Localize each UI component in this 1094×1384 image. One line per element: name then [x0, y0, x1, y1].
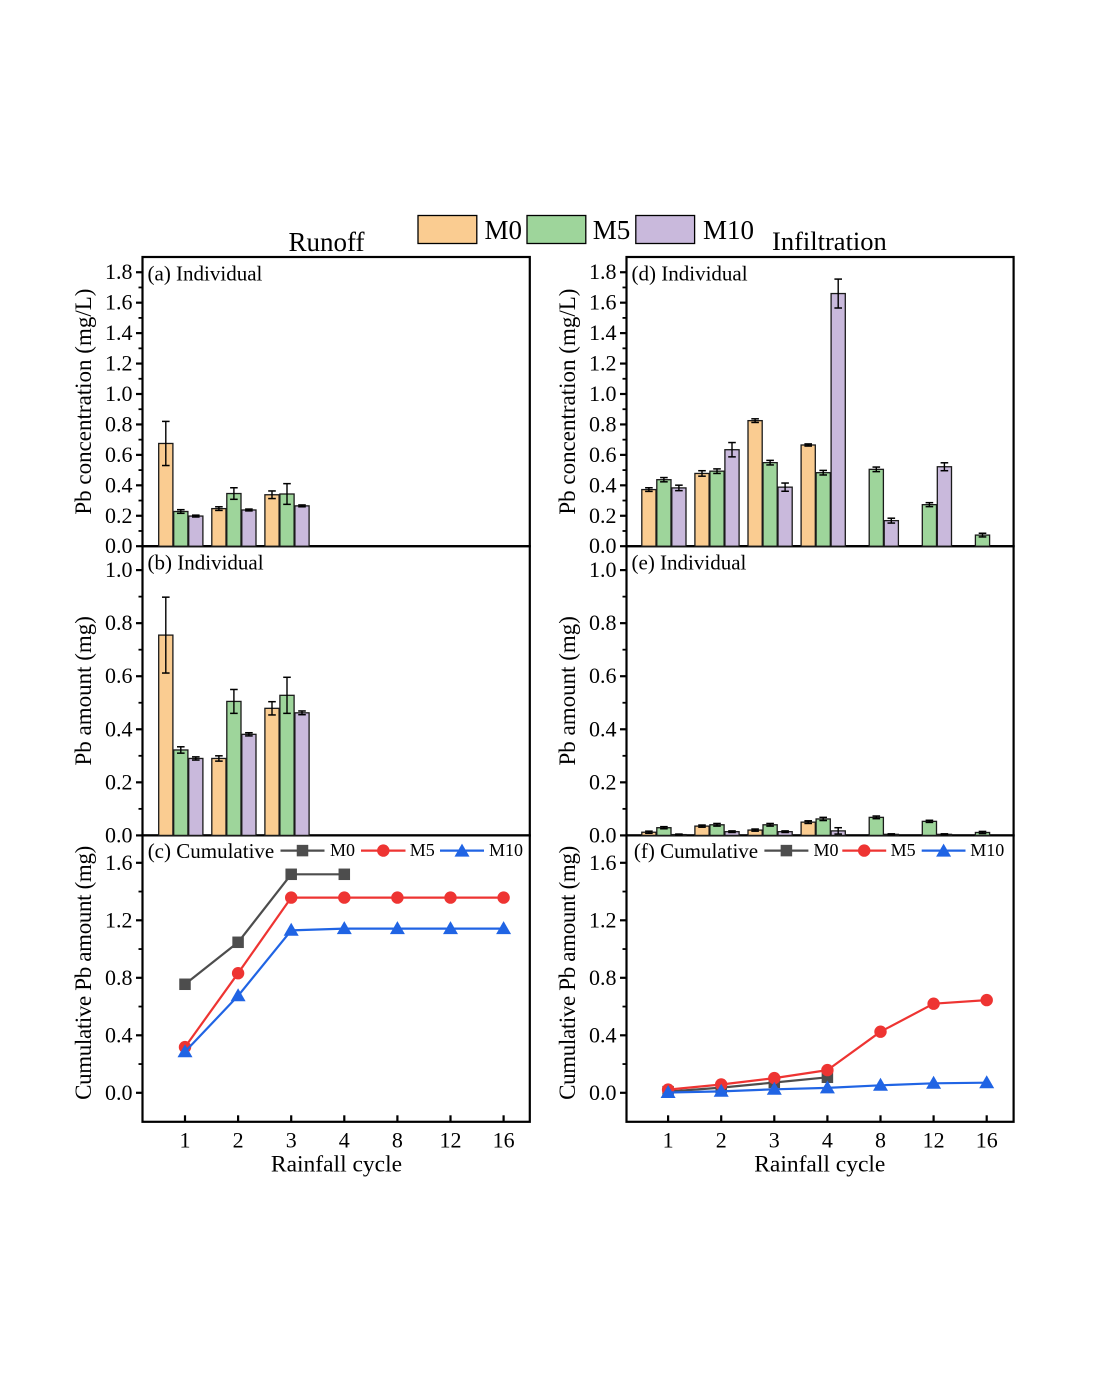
- svg-text:0.0: 0.0: [589, 822, 617, 847]
- svg-text:3: 3: [286, 1128, 297, 1153]
- svg-text:1.2: 1.2: [105, 907, 133, 932]
- svg-text:1.6: 1.6: [105, 850, 133, 875]
- svg-text:1.0: 1.0: [105, 557, 133, 582]
- svg-text:0.0: 0.0: [105, 533, 133, 558]
- svg-text:0.8: 0.8: [589, 610, 617, 635]
- svg-text:0.4: 0.4: [105, 716, 133, 741]
- svg-text:0.6: 0.6: [105, 663, 133, 688]
- svg-text:4: 4: [339, 1128, 350, 1153]
- svg-text:1.6: 1.6: [589, 290, 617, 315]
- svg-text:8: 8: [392, 1128, 403, 1153]
- svg-text:0.6: 0.6: [105, 442, 133, 467]
- svg-text:M5: M5: [593, 215, 631, 245]
- svg-text:0.8: 0.8: [105, 965, 133, 990]
- svg-text:2: 2: [716, 1128, 727, 1153]
- svg-text:1.2: 1.2: [589, 907, 617, 932]
- svg-text:(d) Individual: (d) Individual: [632, 261, 748, 285]
- svg-text:M10: M10: [703, 215, 754, 245]
- svg-text:2: 2: [233, 1128, 244, 1153]
- svg-text:0.0: 0.0: [589, 1080, 617, 1105]
- svg-text:Pb concentration (mg/L): Pb concentration (mg/L): [71, 289, 96, 515]
- svg-text:Pb concentration (mg/L): Pb concentration (mg/L): [555, 289, 580, 515]
- svg-text:1.4: 1.4: [589, 320, 617, 345]
- svg-text:M5: M5: [410, 840, 435, 860]
- svg-text:1.0: 1.0: [105, 381, 133, 406]
- svg-text:0.2: 0.2: [105, 503, 133, 528]
- svg-text:0.6: 0.6: [589, 663, 617, 688]
- svg-text:M10: M10: [970, 840, 1004, 860]
- svg-text:0.4: 0.4: [589, 1022, 617, 1047]
- svg-text:0.6: 0.6: [589, 442, 617, 467]
- svg-text:(c) Cumulative: (c) Cumulative: [148, 839, 275, 863]
- svg-text:1.8: 1.8: [589, 259, 617, 284]
- svg-text:(f) Cumulative: (f) Cumulative: [634, 839, 758, 863]
- svg-text:0.8: 0.8: [105, 411, 133, 436]
- svg-text:1.6: 1.6: [105, 290, 133, 315]
- svg-text:0.0: 0.0: [105, 1080, 133, 1105]
- svg-text:1.2: 1.2: [105, 351, 133, 376]
- svg-text:0.4: 0.4: [105, 1022, 133, 1047]
- svg-text:0.8: 0.8: [589, 411, 617, 436]
- svg-text:1.0: 1.0: [589, 557, 617, 582]
- svg-text:16: 16: [976, 1128, 998, 1153]
- svg-text:(b) Individual: (b) Individual: [148, 551, 264, 575]
- svg-text:0.0: 0.0: [589, 533, 617, 558]
- svg-text:Rainfall cycle: Rainfall cycle: [271, 1152, 402, 1178]
- svg-text:0.4: 0.4: [589, 716, 617, 741]
- svg-text:1.4: 1.4: [105, 320, 133, 345]
- svg-text:1.8: 1.8: [105, 259, 133, 284]
- svg-text:Infiltration: Infiltration: [772, 226, 887, 256]
- svg-text:0.2: 0.2: [589, 769, 617, 794]
- svg-text:0.8: 0.8: [589, 965, 617, 990]
- svg-text:1.6: 1.6: [589, 850, 617, 875]
- svg-text:1.2: 1.2: [589, 351, 617, 376]
- svg-text:M0: M0: [485, 215, 523, 245]
- svg-text:M5: M5: [891, 840, 916, 860]
- svg-text:16: 16: [493, 1128, 515, 1153]
- svg-text:(a) Individual: (a) Individual: [148, 261, 263, 285]
- svg-text:Runoff: Runoff: [288, 227, 364, 257]
- svg-text:0.4: 0.4: [105, 472, 133, 497]
- svg-text:0.2: 0.2: [589, 503, 617, 528]
- svg-text:1: 1: [663, 1128, 674, 1153]
- svg-text:M0: M0: [330, 840, 355, 860]
- svg-text:Rainfall cycle: Rainfall cycle: [754, 1152, 885, 1178]
- svg-text:1: 1: [180, 1128, 191, 1153]
- svg-text:3: 3: [769, 1128, 780, 1153]
- svg-text:0.4: 0.4: [589, 472, 617, 497]
- svg-text:0.0: 0.0: [105, 822, 133, 847]
- svg-text:0.8: 0.8: [105, 610, 133, 635]
- svg-text:4: 4: [822, 1128, 833, 1153]
- svg-text:Pb amount (mg): Pb amount (mg): [555, 616, 580, 766]
- svg-text:Cumulative Pb amount (mg): Cumulative Pb amount (mg): [71, 846, 96, 1100]
- svg-text:Cumulative Pb amount (mg): Cumulative Pb amount (mg): [555, 846, 580, 1100]
- svg-text:(e) Individual: (e) Individual: [632, 551, 747, 575]
- svg-text:12: 12: [923, 1128, 945, 1153]
- svg-text:8: 8: [875, 1128, 886, 1153]
- svg-text:M10: M10: [489, 840, 523, 860]
- svg-text:12: 12: [440, 1128, 462, 1153]
- svg-text:M0: M0: [814, 840, 839, 860]
- svg-text:Pb amount (mg): Pb amount (mg): [71, 616, 96, 766]
- svg-text:1.0: 1.0: [589, 381, 617, 406]
- svg-text:0.2: 0.2: [105, 769, 133, 794]
